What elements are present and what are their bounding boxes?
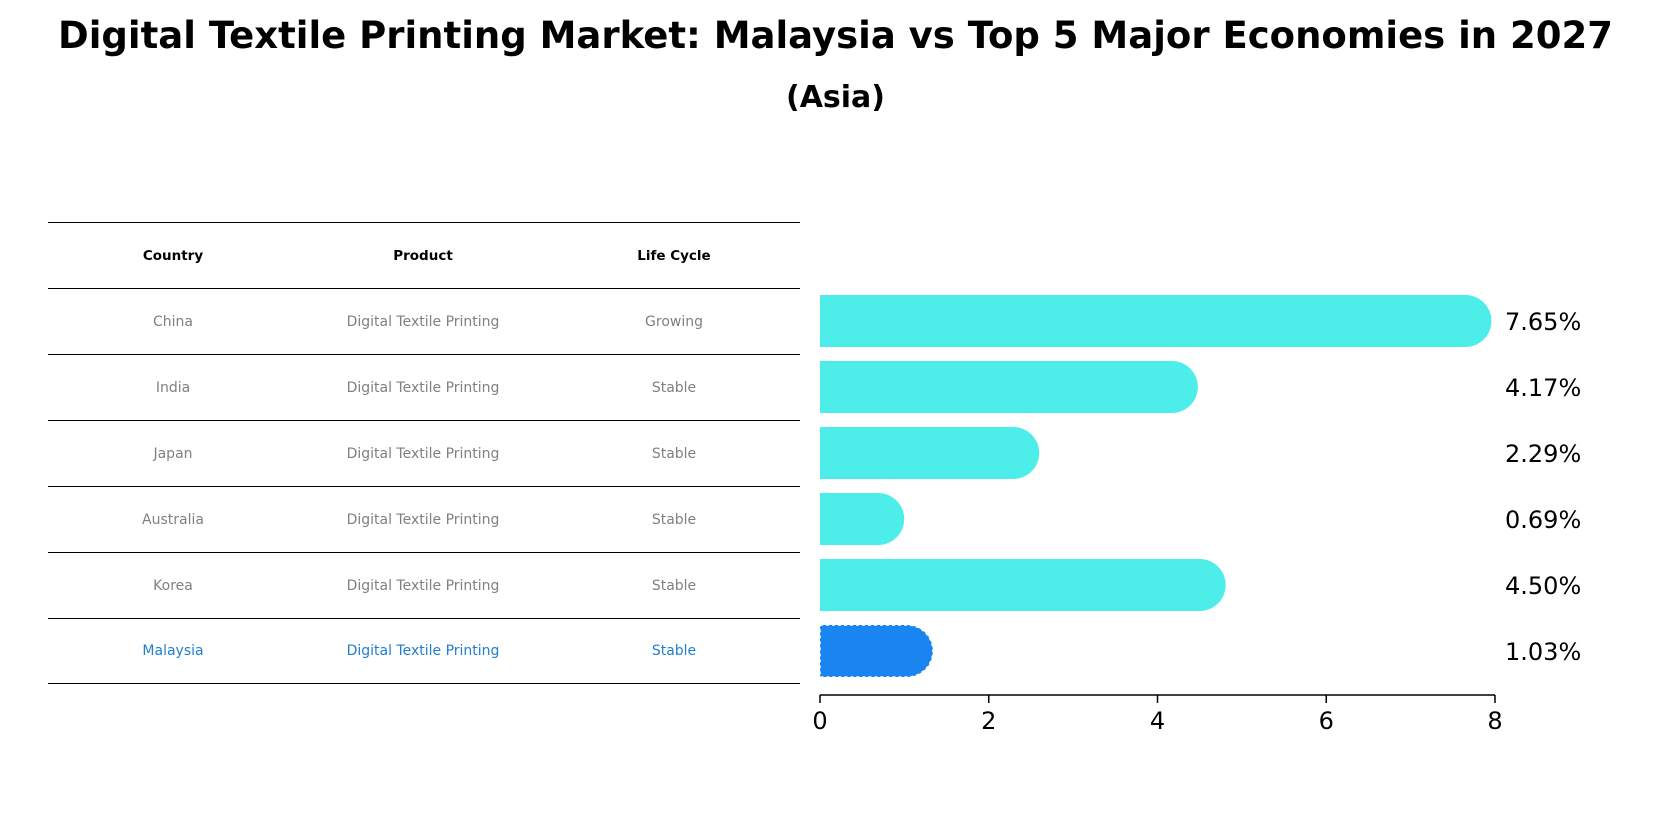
x-tick-label-4: 4 bbox=[1150, 707, 1165, 735]
cell-country: Malaysia bbox=[142, 643, 204, 659]
cell-product: Digital Textile Printing bbox=[346, 511, 500, 528]
data-label-korea: 4.50% bbox=[1505, 572, 1581, 600]
bar-malaysia bbox=[819, 624, 934, 678]
table-row: China Digital Textile Printing Growing bbox=[48, 288, 800, 354]
cell-country: Japan bbox=[153, 445, 193, 462]
cell-country: Australia bbox=[142, 511, 204, 528]
cell-product: Digital Textile Printing bbox=[346, 643, 500, 659]
table-row: Korea Digital Textile Printing Stable bbox=[48, 552, 800, 618]
cell-country: Korea bbox=[153, 577, 193, 594]
header-country: Country bbox=[142, 247, 204, 264]
x-tick-label-0: 0 bbox=[812, 707, 827, 735]
cell-country: India bbox=[155, 379, 191, 396]
data-label-china: 7.65% bbox=[1505, 308, 1581, 336]
chart-subtitle: (Asia) bbox=[785, 80, 886, 115]
cell-product: Digital Textile Printing bbox=[346, 445, 500, 462]
table-row: Japan Digital Textile Printing Stable bbox=[48, 420, 800, 486]
cell-life-cycle: Stable bbox=[651, 379, 697, 396]
cell-life-cycle: Stable bbox=[651, 577, 697, 594]
table-row: Australia Digital Textile Printing Stabl… bbox=[48, 486, 800, 552]
bar-australia bbox=[820, 493, 905, 545]
cell-life-cycle: Growing bbox=[645, 313, 703, 330]
data-label-malaysia: 1.03% bbox=[1505, 638, 1581, 666]
cell-life-cycle: Stable bbox=[651, 445, 697, 462]
bar-india bbox=[820, 361, 1198, 413]
chart-title: Digital Textile Printing Market: Malaysi… bbox=[58, 14, 1613, 57]
table-row-highlight: Malaysia Digital Textile Printing Stable bbox=[48, 618, 800, 684]
data-label-japan: 2.29% bbox=[1505, 440, 1581, 468]
bar-japan bbox=[820, 427, 1040, 479]
table-row: India Digital Textile Printing Stable bbox=[48, 354, 800, 420]
bar-china bbox=[820, 295, 1492, 347]
cell-product: Digital Textile Printing bbox=[346, 313, 500, 330]
cell-product: Digital Textile Printing bbox=[346, 577, 500, 594]
cell-life-cycle: Stable bbox=[651, 511, 697, 528]
bar-korea bbox=[820, 559, 1226, 611]
header-product: Product bbox=[393, 247, 453, 264]
data-label-india: 4.17% bbox=[1505, 374, 1581, 402]
x-tick-label-2: 2 bbox=[981, 707, 996, 735]
header-life-cycle: Life Cycle bbox=[637, 247, 711, 264]
data-label-australia: 0.69% bbox=[1505, 506, 1581, 534]
x-tick-label-6: 6 bbox=[1319, 707, 1334, 735]
data-table: Country Product Life Cycle China Digital… bbox=[48, 222, 800, 684]
cell-country: China bbox=[153, 313, 193, 330]
x-tick-label-8: 8 bbox=[1487, 707, 1502, 735]
cell-product: Digital Textile Printing bbox=[346, 379, 500, 396]
cell-life-cycle: Stable bbox=[651, 643, 697, 659]
table-header-row: Country Product Life Cycle bbox=[48, 222, 800, 288]
